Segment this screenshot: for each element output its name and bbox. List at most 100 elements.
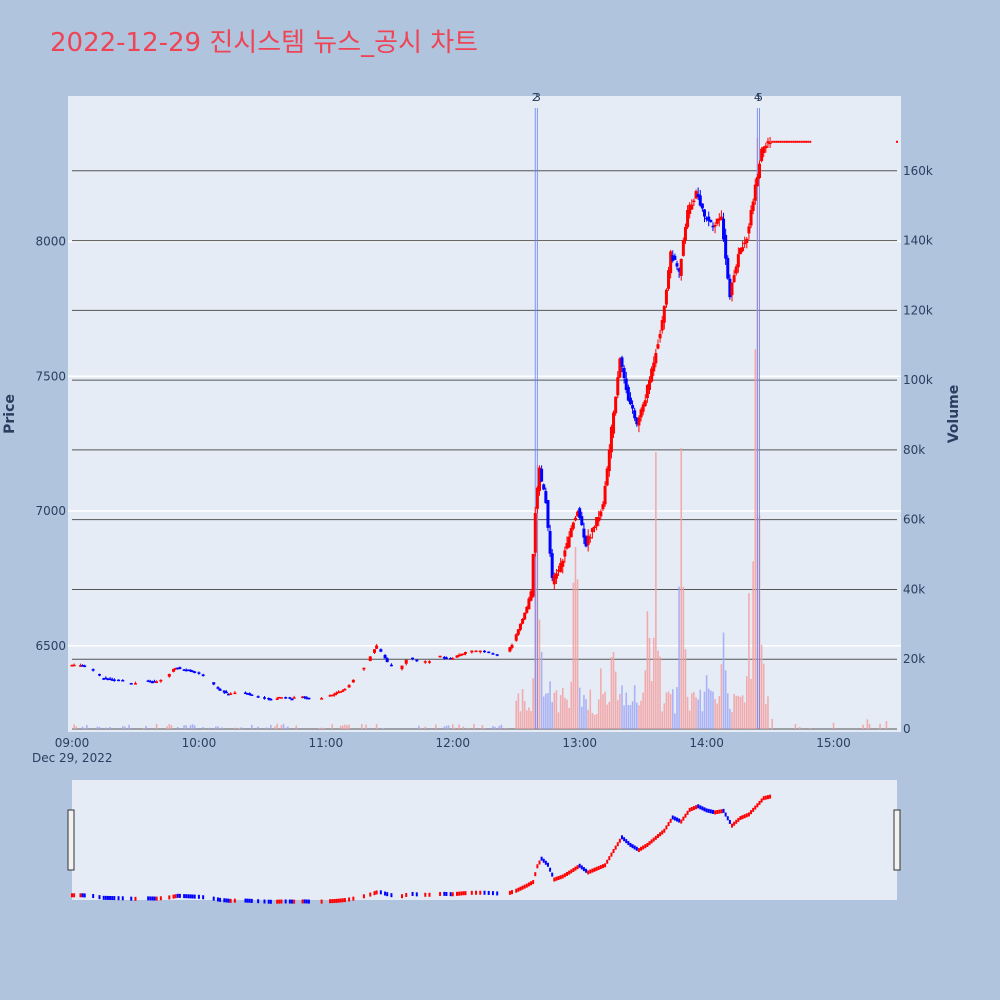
volume-bar (443, 726, 446, 729)
volume-bar (81, 726, 84, 729)
candle (383, 655, 387, 659)
volume-bar (473, 723, 475, 729)
candle (400, 665, 404, 670)
rangeslider-candle (707, 808, 710, 813)
rangeslider-candle (390, 893, 393, 898)
rangeslider-candle (758, 800, 761, 805)
candle (368, 656, 372, 661)
candle (108, 678, 112, 681)
volume-bar (208, 727, 211, 729)
candle (588, 537, 592, 539)
candle (679, 258, 683, 276)
rangeslider-candle (703, 807, 706, 812)
volume-bar (642, 692, 644, 729)
candle (463, 652, 467, 654)
rangeslider-candle (257, 899, 260, 904)
volume-bar (771, 718, 773, 729)
rangeslider-candle (278, 899, 281, 904)
rangeslider-candle (379, 890, 382, 895)
rangeslider-candle (301, 899, 304, 904)
volume-bar (320, 727, 323, 729)
volume-bar (748, 593, 750, 729)
volume-bar (418, 725, 420, 729)
rangeslider-candle (147, 896, 150, 901)
candle (133, 683, 137, 685)
volume-bar (674, 713, 676, 729)
candle (788, 140, 791, 143)
volume-bar (731, 712, 733, 729)
volume-bar (703, 691, 706, 729)
volume-bar (693, 692, 695, 729)
candle (635, 417, 639, 425)
rangeslider-background[interactable] (72, 780, 897, 900)
news-marker-layer: 23 45 (532, 91, 763, 729)
volume-bar (86, 724, 88, 729)
x-tick-label: 11:00 (309, 736, 344, 750)
rangeslider-candle (73, 893, 76, 898)
rangeslider-candle (343, 898, 346, 903)
volume-bar (466, 727, 469, 729)
rangeslider-right-handle[interactable] (893, 809, 901, 871)
candle (275, 698, 279, 700)
candle (70, 665, 74, 667)
volume-bar (665, 692, 668, 729)
rangeslider-candle (464, 891, 467, 896)
candle (766, 141, 770, 144)
rangeslider-candle (267, 899, 270, 904)
candle (783, 140, 786, 143)
candle (307, 697, 311, 700)
volume-bar (445, 725, 448, 729)
rangeslider-candle (305, 899, 308, 904)
candle (775, 140, 778, 143)
rangeslider-candle (756, 803, 759, 808)
volume-bar (280, 725, 283, 729)
candle (576, 511, 580, 517)
volume-bar (538, 619, 541, 729)
candle (495, 654, 499, 656)
candle (779, 140, 782, 143)
x-axis-date-label: Dec 29, 2022 (32, 751, 112, 765)
candle (700, 203, 704, 209)
candle (639, 409, 643, 418)
candle (178, 667, 182, 670)
candle (343, 688, 347, 691)
volume-bar (176, 726, 179, 729)
volume-bar (240, 727, 243, 729)
candle (362, 667, 366, 670)
volume-bar (595, 714, 598, 729)
volume-bar (73, 724, 75, 729)
candle (660, 320, 664, 331)
rangeslider-left-handle[interactable] (67, 809, 75, 871)
rangeslider-candle (307, 899, 310, 904)
rangeslider-candle (705, 808, 708, 813)
rangeslider-candle (384, 891, 387, 896)
rangeslider-candle (525, 883, 528, 888)
rangeslider-candle (720, 809, 723, 814)
volume-bar (583, 695, 585, 729)
candle (565, 543, 569, 549)
candle (301, 696, 305, 699)
volume-bar (737, 695, 740, 729)
rangeslider-candle (373, 891, 376, 896)
rangeslider-candle (724, 812, 727, 817)
candle (792, 140, 795, 143)
volume-bar (96, 726, 99, 729)
volume-bar (365, 724, 367, 729)
candle (552, 575, 556, 585)
rangeslider-candle (572, 867, 575, 872)
rangeslider-candle (625, 839, 628, 844)
volume-bar (361, 724, 363, 729)
candle (654, 353, 658, 364)
volume-bar (295, 725, 298, 729)
candle (707, 216, 711, 221)
rangeslider-candle (229, 898, 232, 903)
candle (428, 661, 431, 663)
volume-bar (631, 701, 634, 729)
rangeslider-candle (532, 880, 535, 885)
candle (525, 606, 529, 613)
volume-bar (462, 726, 465, 729)
rangeslider-candle (566, 871, 568, 876)
candle (518, 623, 522, 630)
candle (719, 216, 723, 220)
